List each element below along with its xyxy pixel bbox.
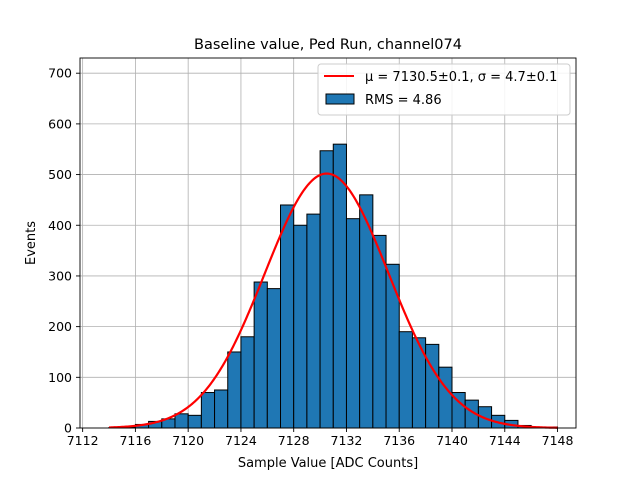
legend-fit-label: μ = 7130.5±0.1, σ = 4.7±0.1 (365, 70, 557, 85)
x-tick-label: 7140 (436, 433, 468, 448)
x-tick-label: 7124 (225, 433, 257, 448)
histogram-bar (280, 204, 295, 429)
histogram-bar (438, 366, 453, 429)
chart-title: Baseline value, Ped Run, channel074 (194, 37, 462, 53)
y-tick-label: 400 (48, 218, 72, 233)
x-axis-label: Sample Value [ADC Counts] (238, 456, 418, 471)
fit-curve (108, 172, 558, 429)
histogram-bar (306, 213, 321, 429)
plot-frame (79, 57, 577, 429)
histogram-bar (187, 414, 202, 429)
y-axis-ticks: 0 100 200 300 400 500 600 700 (48, 66, 80, 436)
histogram-bar (266, 288, 282, 429)
x-tick-label: 7128 (278, 433, 310, 448)
gaussian-fit (108, 172, 558, 429)
x-axis-ticks: 7112 7116 7120 7124 7128 7132 7136 7140 7144 7148 (67, 428, 574, 448)
legend: μ = 7130.5±0.1, σ = 4.7±0.1 RMS = 4.86 (317, 63, 571, 116)
legend-histogram-swatch (325, 93, 355, 105)
histogram-bar (398, 331, 413, 429)
x-tick-label: 7116 (119, 433, 151, 448)
y-tick-label: 300 (48, 268, 72, 283)
histogram-bar (227, 351, 242, 429)
histogram-bar (332, 143, 347, 429)
x-tick-label: 7136 (383, 433, 415, 448)
x-tick-label: 7144 (489, 433, 521, 448)
histogram-bar (174, 413, 189, 429)
legend-histogram-label: RMS = 4.86 (365, 93, 442, 108)
y-tick-label: 0 (64, 421, 72, 436)
y-tick-label: 600 (48, 116, 72, 131)
histogram-bar (253, 281, 268, 429)
y-axis-label: Events (24, 221, 39, 265)
y-tick-label: 700 (48, 66, 72, 81)
x-tick-label: 7132 (331, 433, 363, 448)
histogram-bar (293, 224, 308, 429)
legend-box (317, 63, 571, 116)
histogram-bar (214, 389, 229, 429)
y-tick-label: 500 (48, 167, 72, 182)
x-tick-label: 7148 (542, 433, 574, 448)
histogram-bar (240, 336, 255, 429)
x-tick-label: 7120 (172, 433, 204, 448)
histogram-bar (385, 263, 400, 429)
histogram-bar (425, 343, 440, 429)
y-tick-label: 200 (48, 319, 72, 334)
x-tick-label: 7112 (67, 433, 99, 448)
histogram-bar (200, 392, 216, 429)
histogram-bar (345, 218, 361, 429)
y-tick-label: 100 (48, 370, 72, 385)
histogram-bar (319, 150, 334, 429)
